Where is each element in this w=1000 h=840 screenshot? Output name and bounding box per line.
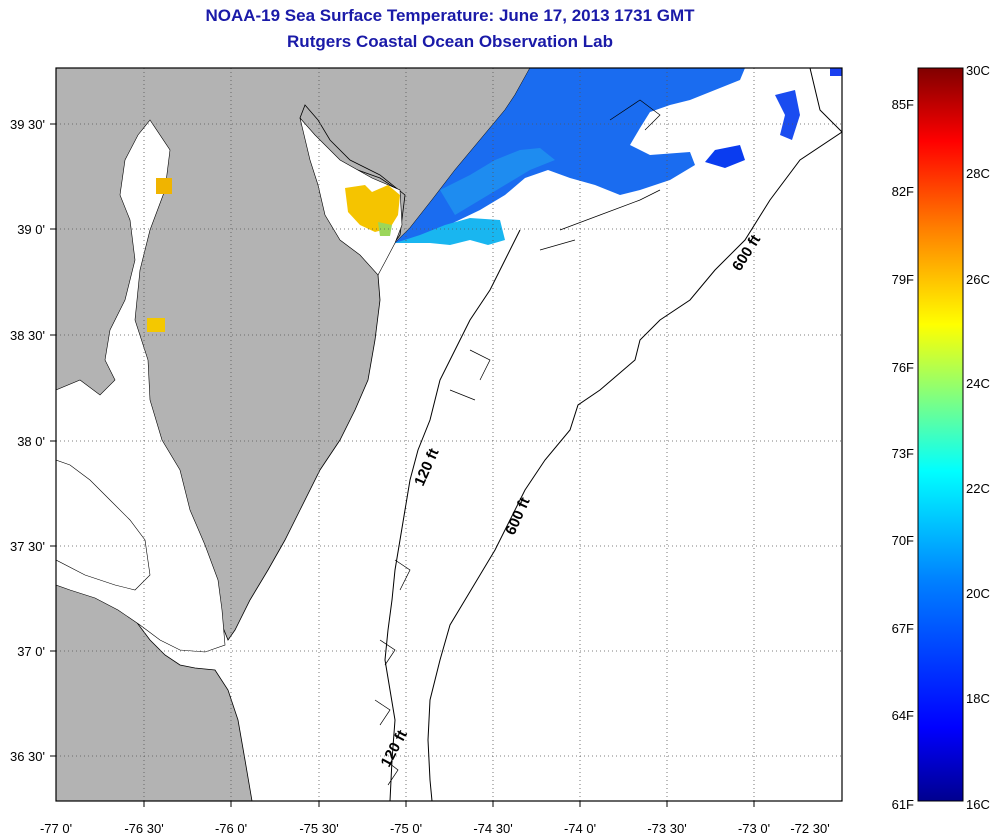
colorbar-f-label: 76F [892, 360, 914, 375]
y-tick-label: 38 30' [10, 328, 45, 343]
map-subtitle: Rutgers Coastal Ocean Observation Lab [287, 32, 613, 51]
contour-120ft [384, 229, 521, 801]
sst-patch-ne [775, 90, 800, 140]
x-tick-label: -73 0' [738, 821, 770, 836]
frame-ticks [50, 123, 755, 807]
y-tick-label: 39 0' [17, 222, 45, 237]
map-frame [55, 67, 843, 802]
x-tick-label: -75 30' [299, 821, 338, 836]
x-tick-label: -76 30' [124, 821, 163, 836]
colorbar-f-label: 73F [892, 446, 914, 461]
graticule [56, 68, 842, 801]
x-tick-label: -74 0' [564, 821, 596, 836]
colorbar-c-label: 28C [966, 166, 990, 181]
y-tick-label: 37 0' [17, 644, 45, 659]
x-tick-label: -75 0' [390, 821, 422, 836]
x-tick-label: -74 30' [473, 821, 512, 836]
map-canvas [56, 68, 842, 801]
colorbar-c-label: 18C [966, 691, 990, 706]
x-tick-label: -76 0' [215, 821, 247, 836]
colorbar-bottom-c-label: 16C [966, 797, 990, 812]
colorbar-c-label: 24C [966, 376, 990, 391]
sst-patch-east [705, 145, 745, 168]
colorbar [917, 67, 964, 802]
colorbar-c-label: 22C [966, 481, 990, 496]
sst-nearshore-cyan [395, 218, 505, 245]
colorbar-f-label: 85F [892, 97, 914, 112]
colorbar-c-label: 20C [966, 586, 990, 601]
sst-patch-upper-bay [156, 178, 172, 194]
sst-patch-mid-bay [147, 318, 165, 332]
colorbar-top-label: 30C [966, 63, 990, 78]
map-title: NOAA-19 Sea Surface Temperature: June 17… [205, 6, 695, 25]
y-tick-label: 39 30' [10, 117, 45, 132]
y-tick-label: 36 30' [10, 749, 45, 764]
chesapeake-bay [56, 119, 226, 653]
sst-offshore-blue [395, 68, 745, 243]
x-tick-label: -73 30' [647, 821, 686, 836]
sst-patch-delaware [345, 185, 400, 232]
colorbar-f-label: 70F [892, 533, 914, 548]
colorbar-bottom-f-label: 61F [892, 797, 914, 812]
x-tick-label: -77 0' [40, 821, 72, 836]
contour-fragments [374, 99, 661, 786]
x-tick-label: -72 30' [790, 821, 829, 836]
colorbar-f-label: 64F [892, 708, 914, 723]
colorbar-c-label: 26C [966, 272, 990, 287]
sst-patch-nw-corner [830, 68, 842, 76]
sst-coastal-blue [440, 148, 555, 215]
y-tick-label: 37 30' [10, 539, 45, 554]
colorbar-f-label: 67F [892, 621, 914, 636]
contour-600ft [427, 68, 842, 801]
colorbar-f-label: 79F [892, 272, 914, 287]
y-tick-label: 38 0' [17, 434, 45, 449]
colorbar-f-label: 82F [892, 184, 914, 199]
